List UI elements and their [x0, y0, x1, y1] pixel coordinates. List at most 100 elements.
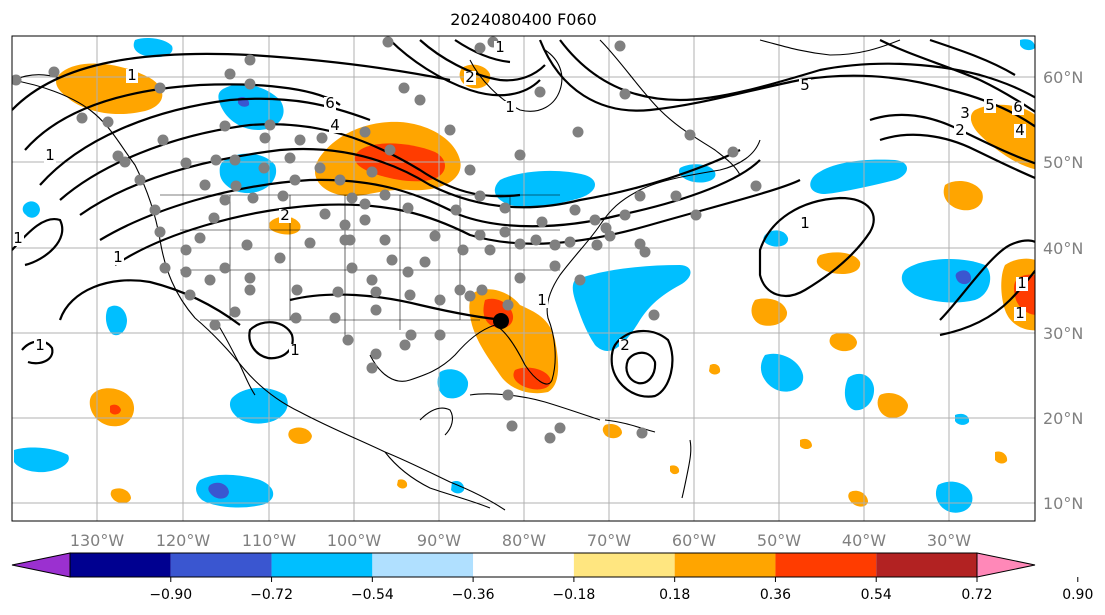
- colorbar-segment: [876, 553, 977, 577]
- station-dot: [210, 154, 222, 166]
- station-dot: [319, 208, 331, 220]
- station-dot: [670, 190, 682, 202]
- shade-purple: [955, 270, 972, 285]
- station-dot: [384, 144, 396, 156]
- longitude-label: 120°W: [156, 531, 211, 550]
- contour-label-bg: [12, 232, 24, 246]
- coastlines: [12, 39, 901, 511]
- station-dot: [304, 237, 316, 249]
- contour-label: 1: [45, 146, 55, 164]
- shade-red: [513, 367, 551, 390]
- shade-blue: [133, 38, 173, 58]
- station-dot: [502, 389, 514, 401]
- station-dot: [366, 274, 378, 286]
- station-dot: [264, 119, 276, 131]
- station-dot: [199, 179, 211, 191]
- station-dot: [405, 329, 417, 341]
- shade-blue: [229, 387, 288, 424]
- station-dot: [208, 212, 220, 224]
- colorbar-tick-label: 0.54: [861, 587, 892, 603]
- station-dot: [379, 189, 391, 201]
- station-dot: [382, 36, 394, 48]
- latitude-label: 30°N: [1043, 324, 1083, 343]
- station-dot: [244, 78, 256, 90]
- shade-orange: [829, 332, 857, 352]
- station-dot: [154, 82, 166, 94]
- shade-orange: [943, 180, 983, 211]
- station-dot: [346, 192, 358, 204]
- shade-purple: [208, 482, 229, 499]
- station-dot: [316, 132, 328, 144]
- colorbar-segment: [70, 553, 171, 577]
- contour-label: 5: [985, 96, 995, 114]
- station-dot: [366, 362, 378, 374]
- colorbar-segment: [473, 553, 574, 577]
- longitude-label: 110°W: [242, 531, 297, 550]
- station-dot: [290, 312, 302, 324]
- station-dot: [359, 126, 371, 138]
- station-dot: [398, 82, 410, 94]
- colorbar-tick-label: −0.72: [250, 587, 293, 603]
- station-dot: [284, 152, 296, 164]
- station-dot: [619, 209, 631, 221]
- station-dot: [291, 284, 303, 296]
- contour-label: 1: [505, 98, 515, 116]
- longitude-label: 70°W: [587, 531, 631, 550]
- shade-orange: [970, 104, 1035, 170]
- station-dot: [619, 88, 631, 100]
- longitude-label: 80°W: [502, 531, 546, 550]
- shade-blue: [437, 369, 469, 399]
- station-dot: [634, 190, 646, 202]
- colorbar-tick-label: −0.36: [452, 587, 495, 603]
- station-dot: [241, 239, 253, 251]
- colorbar-segment: [372, 553, 474, 577]
- station-dot: [359, 198, 371, 210]
- station-dot: [154, 226, 166, 238]
- contour-label: 1: [537, 291, 547, 309]
- station-dot: [244, 272, 256, 284]
- shade-orange: [800, 438, 812, 449]
- shade-blue: [763, 230, 789, 247]
- colorbar-extend-low: [11, 552, 71, 578]
- contour-label-bg: [494, 41, 506, 55]
- station-dot: [219, 262, 231, 274]
- contour-label-bg: [504, 101, 516, 115]
- contour-label: 1: [1017, 274, 1027, 292]
- station-dot: [48, 66, 60, 78]
- station-dot: [224, 68, 236, 80]
- station-dot: [346, 262, 358, 274]
- colorbar-segment: [674, 553, 776, 577]
- contour-label-bg: [954, 124, 966, 138]
- station-dot: [259, 132, 271, 144]
- contour-label: 1: [113, 248, 123, 266]
- map-title: 2024080400 F060: [450, 10, 597, 29]
- station-dot: [149, 204, 161, 216]
- station-dot: [499, 202, 511, 214]
- station-dot: [454, 284, 466, 296]
- station-dot: [549, 260, 561, 272]
- station-dot: [536, 216, 548, 228]
- station-dot: [342, 334, 354, 346]
- longitude-label: 50°W: [757, 531, 801, 550]
- contour-label-bg: [536, 294, 548, 308]
- latitude-label: 60°N: [1043, 68, 1083, 87]
- station-dot: [457, 244, 469, 256]
- station-dot: [402, 266, 414, 278]
- shade-blue: [935, 481, 973, 513]
- station-dot: [194, 232, 206, 244]
- contour-label: 2: [620, 336, 630, 354]
- colorbar-extend-high: [976, 552, 1036, 578]
- longitude-label: 40°W: [842, 531, 886, 550]
- latitude-labels: 60°N 50°N 40°N 30°N 20°N 10°N: [1043, 68, 1083, 513]
- shade-orange: [995, 451, 1008, 464]
- contour-label-bg: [126, 69, 138, 83]
- station-dots: [12, 36, 762, 444]
- contour-label: 1: [35, 336, 45, 354]
- latitude-label: 40°N: [1043, 239, 1083, 258]
- shade-blue: [22, 201, 40, 218]
- station-dot: [464, 164, 476, 176]
- station-dot: [244, 54, 256, 66]
- contour-label: 6: [1013, 98, 1023, 116]
- shade-red: [110, 404, 121, 415]
